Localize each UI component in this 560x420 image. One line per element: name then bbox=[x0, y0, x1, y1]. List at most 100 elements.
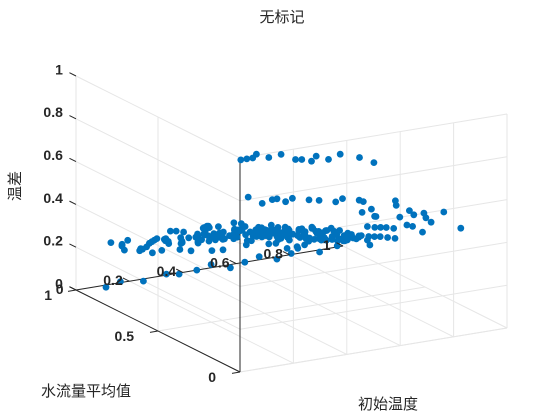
data-point bbox=[384, 234, 391, 241]
data-point bbox=[201, 231, 209, 239]
chart-title: 无标记 bbox=[259, 8, 304, 26]
data-point bbox=[294, 244, 302, 252]
y-tick-label: 0 bbox=[208, 369, 216, 385]
z-tick-mark bbox=[69, 115, 77, 120]
data-point bbox=[243, 155, 251, 163]
data-point bbox=[204, 223, 212, 231]
z-tick-label: 0.8 bbox=[43, 104, 63, 120]
data-point bbox=[243, 237, 251, 245]
data-point bbox=[227, 264, 234, 272]
data-point bbox=[308, 157, 315, 165]
data-point bbox=[215, 231, 223, 239]
data-point bbox=[107, 239, 115, 247]
data-point bbox=[310, 236, 318, 243]
data-point bbox=[194, 230, 201, 238]
data-point bbox=[158, 247, 166, 254]
data-point bbox=[277, 151, 285, 158]
data-point bbox=[237, 156, 245, 164]
data-point bbox=[102, 283, 110, 291]
data-point bbox=[376, 233, 384, 241]
data-point bbox=[185, 234, 193, 242]
data-point bbox=[207, 261, 215, 268]
data-point bbox=[273, 227, 281, 235]
z-tick-mark bbox=[69, 243, 77, 248]
data-point bbox=[163, 270, 170, 278]
data-point bbox=[317, 236, 325, 244]
data-point bbox=[333, 231, 341, 239]
data-point bbox=[392, 197, 399, 205]
data-point bbox=[140, 277, 147, 285]
z-tick-mark bbox=[69, 200, 77, 205]
z-tick-label: 1 bbox=[55, 61, 63, 77]
data-point bbox=[368, 205, 375, 213]
data-point bbox=[305, 196, 313, 204]
data-point bbox=[255, 253, 263, 260]
x-tick-label: 0 bbox=[56, 281, 64, 297]
data-point bbox=[359, 198, 367, 206]
data-point bbox=[300, 231, 308, 239]
gridline bbox=[239, 327, 508, 373]
data-point bbox=[193, 266, 201, 274]
data-point bbox=[325, 156, 332, 163]
data-point bbox=[242, 231, 250, 239]
gridline bbox=[75, 161, 241, 245]
x-tick-mark bbox=[336, 242, 344, 247]
data-point bbox=[406, 207, 413, 215]
z-tick-label: 0.2 bbox=[43, 233, 63, 249]
data-point bbox=[370, 159, 378, 167]
data-point bbox=[219, 246, 227, 254]
data-point bbox=[427, 218, 435, 226]
data-point bbox=[371, 212, 378, 220]
data-point bbox=[118, 242, 126, 250]
data-point bbox=[198, 236, 206, 244]
y-tick-mark bbox=[67, 289, 77, 292]
data-point bbox=[323, 236, 330, 244]
data-point bbox=[355, 232, 363, 240]
data-point bbox=[117, 278, 124, 285]
data-point bbox=[366, 241, 374, 249]
x-tick-mark bbox=[229, 259, 237, 265]
y-axis-label: 水流量平均值 bbox=[41, 382, 131, 400]
data-point bbox=[316, 248, 323, 256]
y-tick-mark bbox=[149, 330, 159, 333]
data-point bbox=[215, 223, 222, 231]
data-point bbox=[289, 230, 297, 238]
data-point bbox=[336, 150, 344, 158]
data-point bbox=[241, 223, 249, 230]
x-tick-label: 0.2 bbox=[103, 272, 123, 288]
gridline bbox=[75, 203, 241, 287]
data-point bbox=[274, 236, 282, 244]
x-tick-label: 0.8 bbox=[263, 246, 283, 262]
data-point bbox=[177, 234, 185, 242]
data-point bbox=[358, 209, 366, 216]
data-point bbox=[390, 225, 398, 232]
data-point bbox=[252, 226, 260, 234]
data-point bbox=[265, 154, 273, 161]
data-point bbox=[422, 214, 430, 222]
data-point bbox=[180, 228, 188, 236]
data-point bbox=[377, 224, 384, 231]
x-tick-mark bbox=[282, 251, 290, 256]
data-point bbox=[287, 250, 295, 257]
data-point bbox=[371, 224, 379, 231]
data-point bbox=[301, 241, 308, 249]
data-point bbox=[371, 233, 378, 241]
data-point bbox=[440, 208, 448, 216]
data-point bbox=[339, 195, 346, 203]
z-tick-label: 0 bbox=[55, 275, 63, 291]
gridline bbox=[75, 75, 241, 159]
data-point bbox=[382, 224, 390, 231]
data-point bbox=[258, 224, 265, 232]
data-point bbox=[244, 193, 252, 201]
y-tick-label: 1 bbox=[44, 287, 52, 303]
x-tick-mark bbox=[122, 277, 130, 282]
data-point bbox=[187, 247, 195, 255]
gridline bbox=[75, 246, 241, 330]
data-point bbox=[319, 229, 327, 237]
data-point bbox=[153, 235, 161, 243]
data-point bbox=[328, 236, 336, 243]
data-point bbox=[249, 232, 257, 240]
data-point bbox=[334, 237, 341, 245]
